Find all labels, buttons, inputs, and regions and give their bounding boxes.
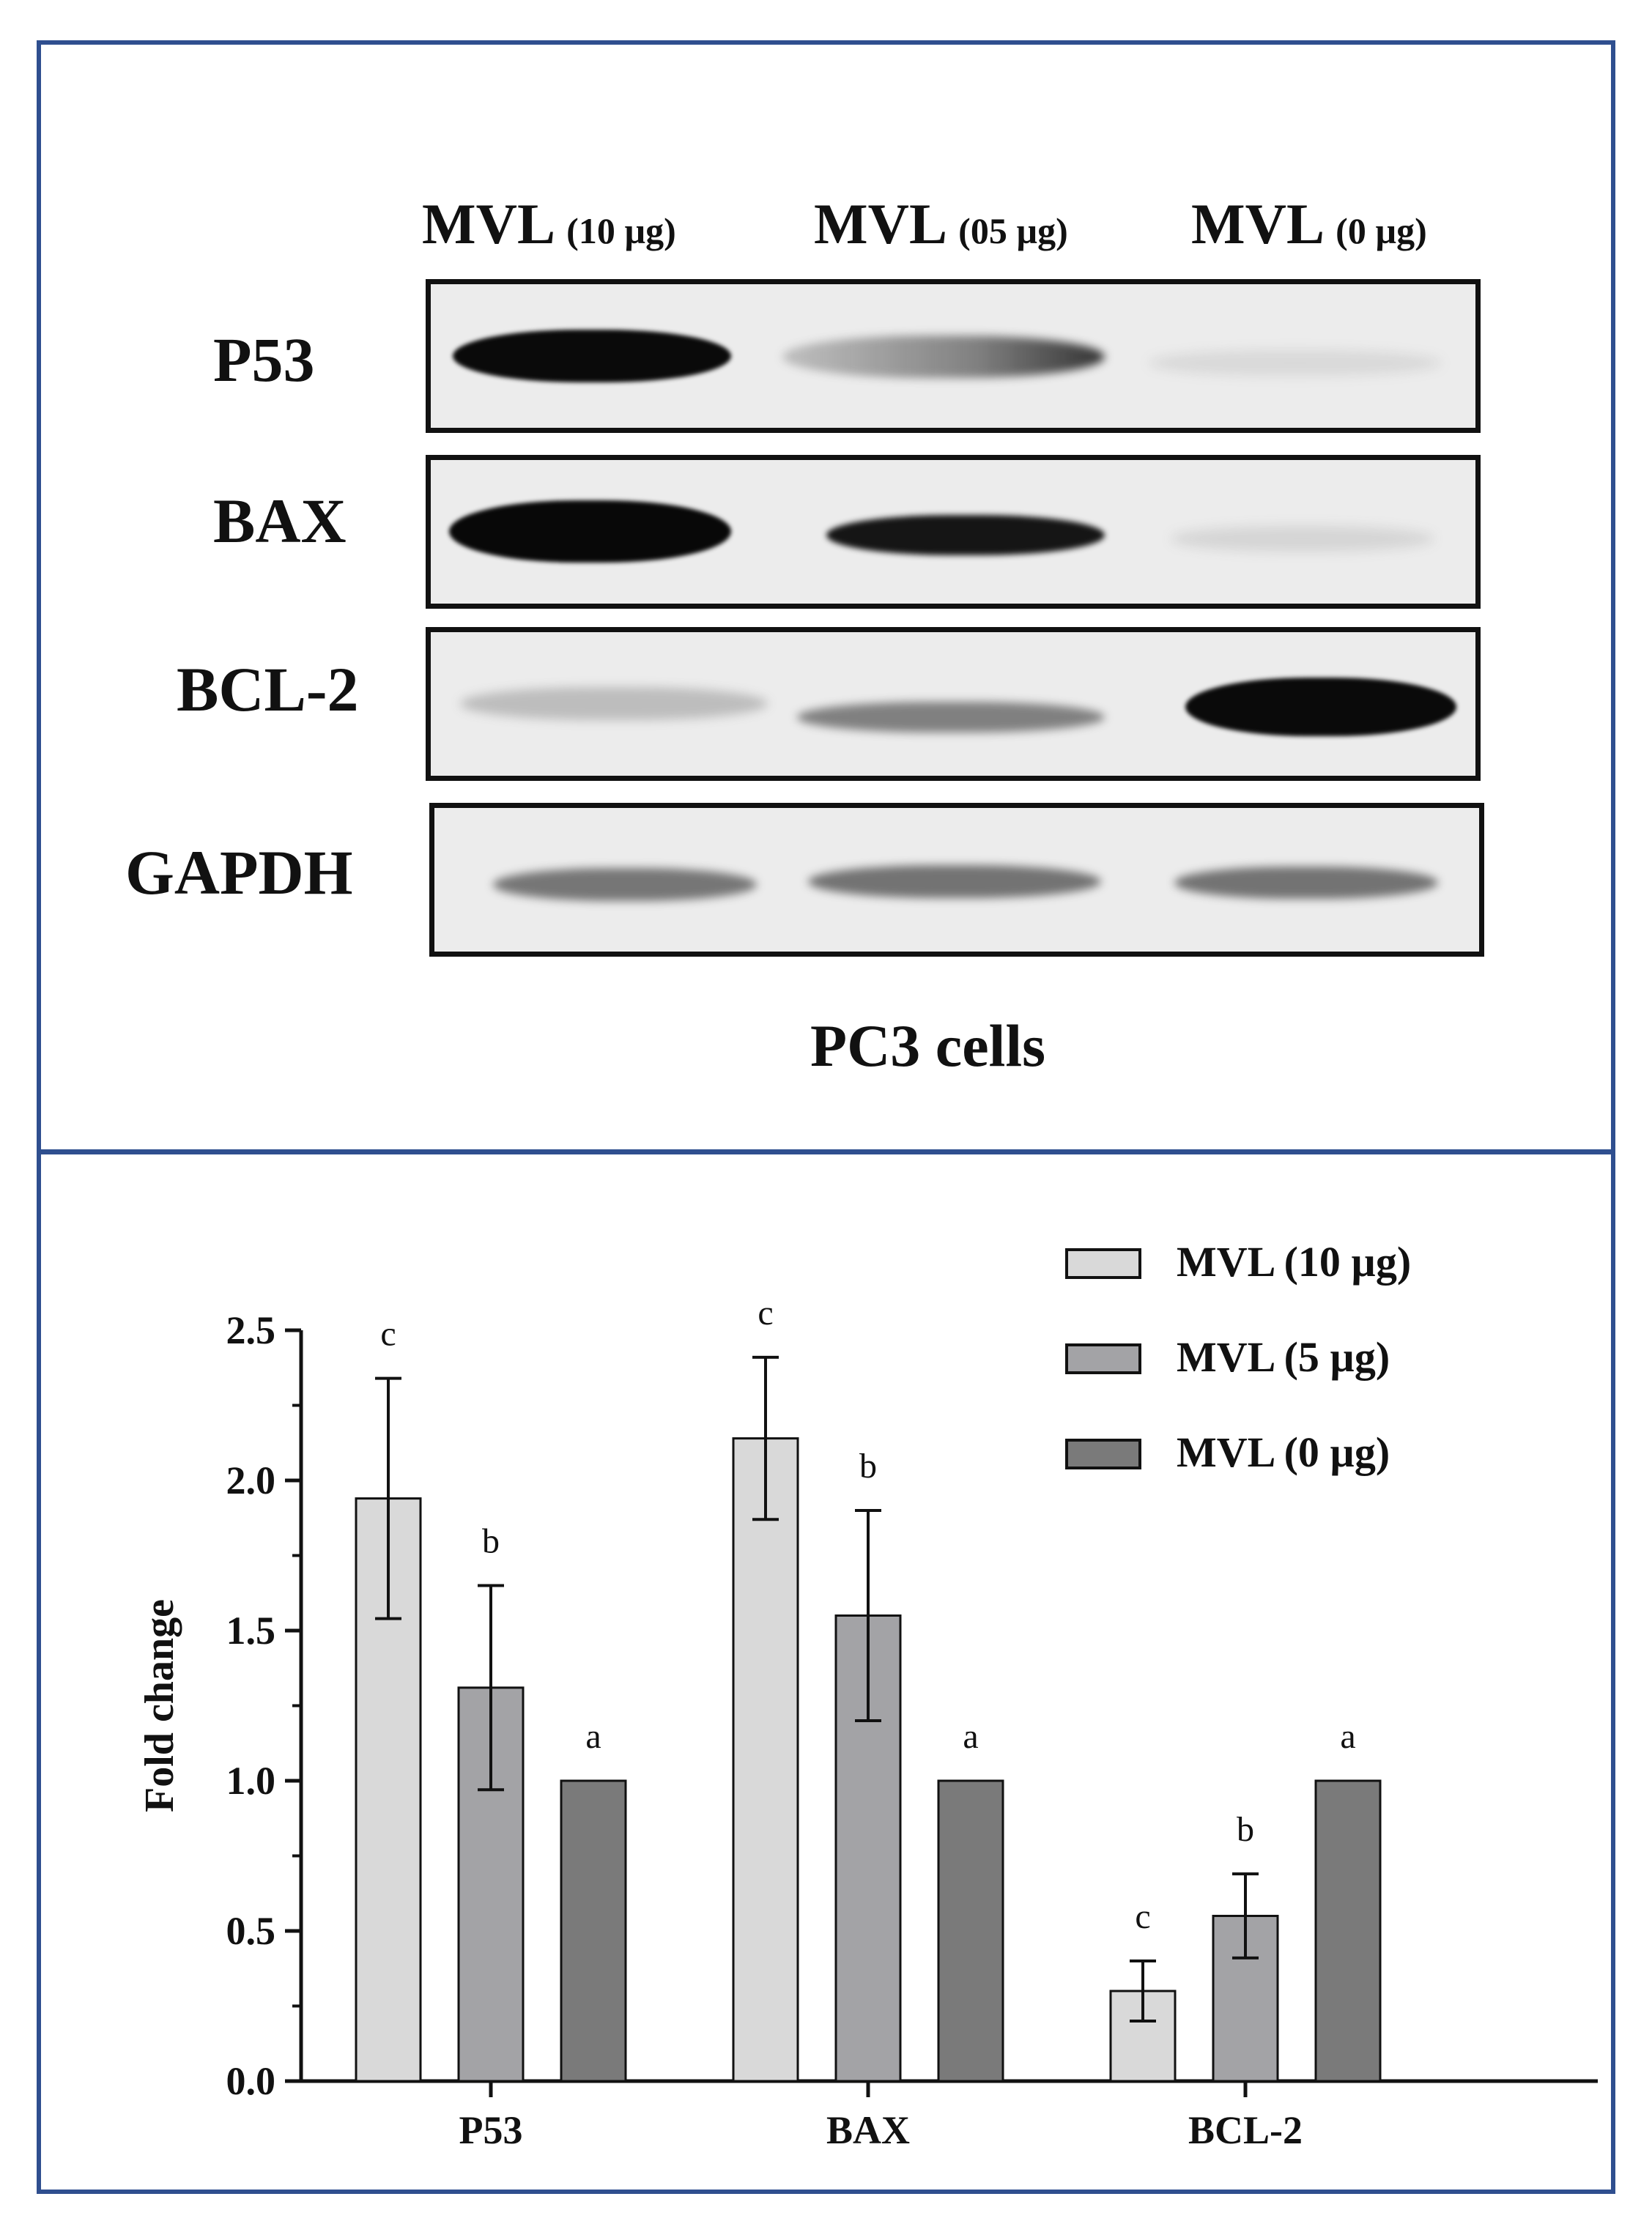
- bar: [732, 1437, 799, 2083]
- x-tick-label: BCL-2: [1188, 2108, 1303, 2152]
- band: [1185, 678, 1456, 736]
- legend-label: MVL (0 µg): [1177, 1428, 1390, 1476]
- blot-footer-label: PC3 cells: [810, 1012, 1046, 1079]
- bar-chart: 0.0 0.5 1.0 1.5 2.0 2.5 Fold change P53 BAX BCL-2…: [137, 1238, 1598, 2152]
- band: [460, 687, 768, 720]
- blot-strip-p53: [426, 279, 1481, 433]
- lane-header-dose: (05 µg): [958, 210, 1068, 251]
- blot-strip-bcl2: [426, 627, 1481, 781]
- x-tick-label: BAX: [826, 2108, 910, 2152]
- bar: [355, 1497, 422, 2083]
- significance-letter: c: [380, 1315, 396, 1354]
- significance-letter: a: [585, 1717, 601, 1756]
- significance-letter: a: [963, 1717, 978, 1756]
- row-label-bcl2: BCL-2: [177, 654, 359, 724]
- significance-letter: a: [1340, 1717, 1355, 1756]
- bar: [1314, 1779, 1382, 2083]
- y-tick-label: 2.5: [226, 1308, 276, 1352]
- legend-swatch: [1065, 1343, 1141, 1374]
- band: [826, 515, 1105, 555]
- row-label-gapdh: GAPDH: [125, 837, 353, 908]
- legend-swatch: [1065, 1439, 1141, 1469]
- lane-header-1: MVL (10 µg): [422, 191, 676, 257]
- legend-label: MVL (10 µg): [1177, 1238, 1411, 1286]
- band: [453, 330, 731, 382]
- y-tick-label: 2.0: [226, 1458, 276, 1502]
- bar-chart-panel: 0.0 0.5 1.0 1.5 2.0 2.5 Fold change P53 BAX BCL-2…: [37, 1150, 1615, 2194]
- band: [782, 335, 1105, 378]
- row-label-p53: P53: [213, 325, 315, 395]
- significance-letter: b: [482, 1522, 500, 1561]
- significance-letter: c: [1135, 1897, 1150, 1936]
- band: [493, 868, 757, 901]
- legend-swatch: [1065, 1248, 1141, 1279]
- blot-strip-gapdh: [429, 803, 1484, 957]
- lane-header-dose: (10 µg): [566, 210, 676, 251]
- lane-header-2: MVL (05 µg): [814, 191, 1068, 257]
- y-tick-label: 0.0: [226, 2059, 276, 2103]
- band: [1149, 350, 1442, 376]
- lane-header-dose: (0 µg): [1336, 210, 1427, 251]
- y-tick-label: 1.0: [226, 1759, 276, 1803]
- legend-label: MVL (5 µg): [1177, 1333, 1390, 1381]
- bar: [560, 1779, 627, 2083]
- lane-header-3: MVL (0 µg): [1191, 191, 1427, 257]
- y-tick-label: 0.5: [226, 1909, 276, 1953]
- band: [808, 865, 1101, 898]
- lane-header-name: MVL: [1191, 192, 1322, 256]
- band: [797, 702, 1105, 733]
- y-tick-label: 1.5: [226, 1609, 276, 1653]
- lane-header-name: MVL: [422, 192, 552, 256]
- band: [449, 500, 731, 563]
- x-tick-label: P53: [459, 2108, 523, 2152]
- western-blot-panel: MVL (10 µg) MVL (05 µg) MVL (0 µg) P53 B…: [37, 40, 1615, 1154]
- bar: [937, 1779, 1004, 2083]
- significance-letter: b: [859, 1447, 877, 1486]
- band: [1174, 867, 1438, 899]
- band: [1171, 526, 1434, 552]
- significance-letter: c: [758, 1294, 773, 1332]
- y-axis-label: Fold change: [137, 1599, 182, 1812]
- lane-header-name: MVL: [814, 192, 944, 256]
- blot-strip-bax: [426, 455, 1481, 609]
- significance-letter: b: [1237, 1810, 1254, 1849]
- row-label-bax: BAX: [213, 486, 347, 556]
